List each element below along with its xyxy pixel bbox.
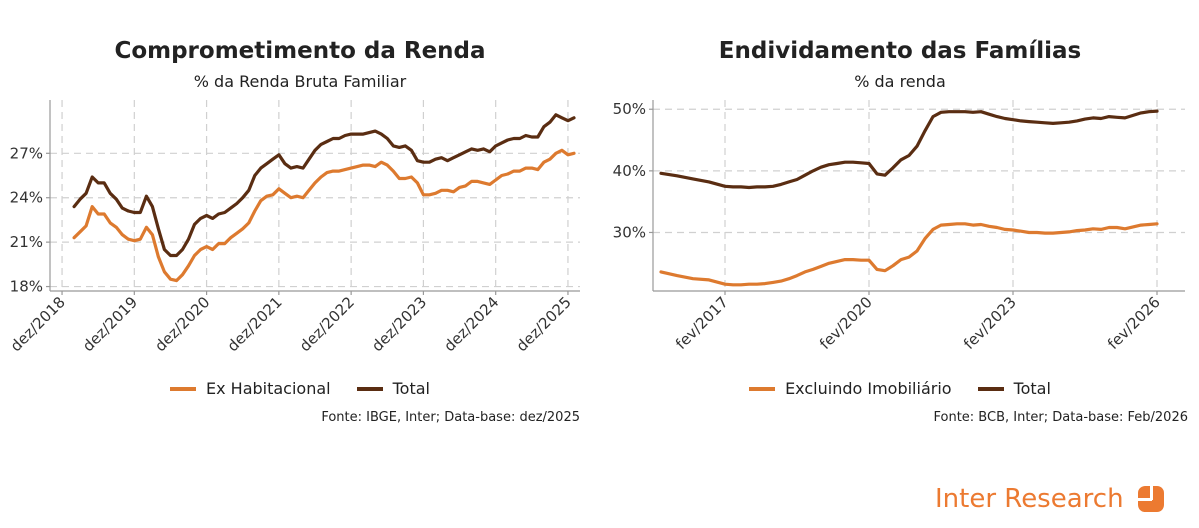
x-tick-label: dez/2024 <box>440 293 502 355</box>
chart-subtitle: % da renda <box>854 72 946 91</box>
inter-logo-icon <box>1137 486 1164 512</box>
legend-label: Total <box>392 379 430 398</box>
chart-panel-comprometimento: Comprometimento da Renda % da Renda Brut… <box>0 0 600 440</box>
x-tick-label: dez/2018 <box>7 293 69 355</box>
legend-swatch <box>356 386 383 391</box>
legend-item-ex-habitacional: Ex Habitacional <box>170 379 331 398</box>
legend-label: Ex Habitacional <box>206 379 331 398</box>
x-tick-label: fev/2026 <box>1104 293 1164 353</box>
x-tick-label: fev/2023 <box>960 293 1020 353</box>
chart-title: Comprometimento da Renda <box>114 38 486 64</box>
series-line-total <box>72 113 576 258</box>
y-tick-label: 21% <box>10 233 43 251</box>
y-tick-label: 30% <box>613 223 646 241</box>
x-tick-label: dez/2019 <box>79 293 141 355</box>
legend-label: Excluindo Imobiliário <box>785 379 952 398</box>
x-tick-label: dez/2022 <box>296 293 358 355</box>
y-tick-label: 40% <box>613 162 646 180</box>
x-tick-label: dez/2023 <box>368 293 430 355</box>
legend-item-total: Total <box>977 379 1051 398</box>
legend-item-excluindo-imobiliario: Excluindo Imobiliário <box>749 379 952 398</box>
y-tick-label: 50% <box>613 100 646 118</box>
legend-label: Total <box>1013 379 1051 398</box>
legend-item-total: Total <box>356 379 430 398</box>
line-chart-comprometimento: 18%21%24%27%dez/2018 dez/2019 dez/2020 dez/… <box>7 100 580 355</box>
x-tick-label: fev/2020 <box>816 293 876 353</box>
y-tick-label: 18% <box>10 278 43 296</box>
series-line-total <box>659 109 1159 190</box>
series-line-primary <box>659 222 1159 287</box>
chart-title: Endividamento das Famílias <box>718 38 1082 64</box>
legend-swatch <box>170 386 196 391</box>
x-tick-label: dez/2021 <box>224 293 286 355</box>
chart-source: Fonte: BCB, Inter; Data-base: Feb/2026 <box>933 410 1188 425</box>
y-tick-label: 27% <box>10 144 43 162</box>
brand-name: Inter Research <box>935 484 1124 514</box>
brand-footer: Inter Research <box>935 484 1164 514</box>
chart-legend: Ex Habitacional Total <box>0 379 600 398</box>
line-chart-endividamento: 30% 40% 50% fev/2017 fev/2020 fev/2023 fev/202… <box>613 100 1185 353</box>
chart-legend: Excluindo Imobiliário Total <box>600 379 1199 398</box>
chart-panel-endividamento: Endividamento das Famílias % da renda 30… <box>600 0 1199 440</box>
legend-swatch <box>749 386 776 391</box>
x-tick-label: fev/2017 <box>672 293 732 353</box>
chart-source: Fonte: IBGE, Inter; Data-base: dez/2025 <box>321 410 580 425</box>
y-tick-label: 24% <box>10 189 43 207</box>
x-tick-label: dez/2025 <box>513 293 575 355</box>
series-line-primary <box>72 148 576 283</box>
chart-subtitle: % da Renda Bruta Familiar <box>193 72 407 91</box>
x-tick-label: dez/2020 <box>151 293 213 355</box>
legend-swatch <box>977 386 1004 391</box>
